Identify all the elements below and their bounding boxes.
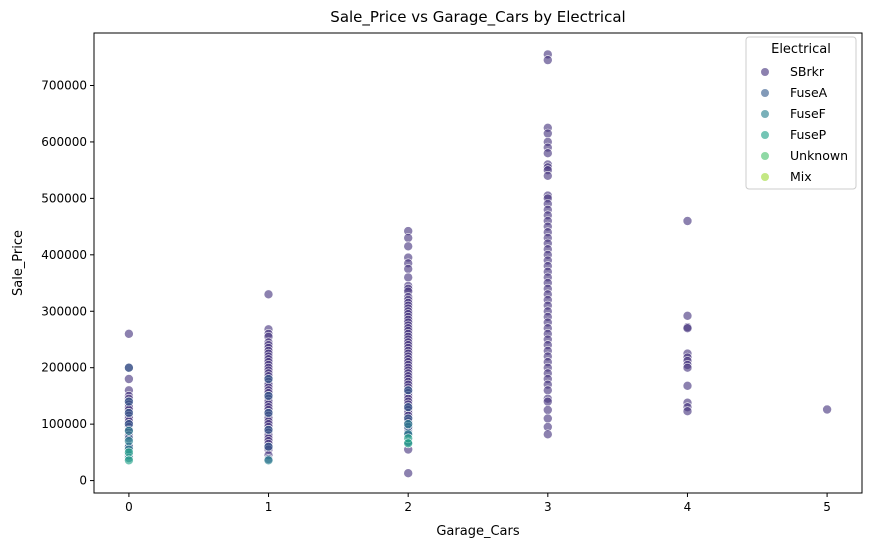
points-layer [124,49,832,479]
data-point [403,402,414,413]
data-point [682,406,693,417]
chart-title: Sale_Price vs Garage_Cars by Electrical [330,8,625,27]
y-tick-label: 0 [79,474,87,488]
y-tick-label: 300000 [41,304,87,318]
data-point [542,405,553,415]
data-point [124,374,134,384]
legend-marker [761,110,769,118]
data-point [682,323,693,334]
data-point [403,241,414,252]
data-point [542,55,553,65]
legend-marker [761,68,769,76]
data-point [403,419,414,429]
data-point [403,468,414,479]
data-point [682,310,693,321]
data-point [124,408,134,418]
x-tick-label: 1 [265,500,273,514]
x-axis: 0 1 2 3 4 5 [125,493,831,514]
legend-item-label: Mix [790,169,812,184]
data-point [124,328,134,339]
data-point [403,272,414,283]
y-tick-label: 600000 [41,135,87,149]
data-point [403,233,414,243]
data-point [542,171,553,181]
data-point [542,429,553,440]
data-point [263,408,274,418]
data-point [542,413,553,424]
y-axis: 0 100000 200000 300000 400000 500000 600000 700… [41,78,94,488]
data-point [263,424,274,435]
y-axis-label: Sale_Price [11,230,26,296]
legend-item-label: Unknown [790,148,848,163]
data-point [124,455,134,466]
data-point [682,380,693,391]
legend-marker [761,173,769,181]
legend-item-label: FuseF [790,106,826,121]
legend-item-label: FuseA [790,85,828,100]
data-point [263,289,274,300]
x-tick-label: 3 [544,500,552,514]
data-point [682,362,693,373]
data-point [403,438,414,449]
legend: Electrical SBrkr FuseA FuseF FuseP Unknown Mi… [745,36,857,190]
legend-title: Electrical [771,42,831,57]
data-point [542,128,553,139]
x-tick-label: 0 [125,500,133,514]
legend-marker [761,89,769,97]
data-point [403,385,414,396]
x-tick-label: 5 [823,500,831,514]
plot-frame [93,32,863,494]
y-tick-label: 200000 [41,361,87,375]
data-point [542,148,553,158]
x-axis-label: Garage_Cars [436,524,519,539]
x-tick-label: 2 [404,500,412,514]
legend-marker [761,152,769,160]
legend-box [745,36,857,190]
data-point [124,362,134,373]
data-point [124,426,134,436]
x-tick-label: 4 [684,500,692,514]
data-point [124,396,134,407]
legend-item-label: FuseP [790,127,827,142]
y-tick-label: 100000 [41,417,87,431]
data-point [682,216,693,226]
data-point [542,385,553,396]
data-point [822,404,832,415]
y-tick-label: 400000 [41,248,87,262]
data-point [403,264,414,274]
data-point [263,391,274,401]
data-point [124,436,134,446]
data-point [263,374,274,384]
data-point [542,396,553,407]
y-tick-label: 500000 [41,191,87,205]
data-point [263,441,274,452]
legend-marker [761,131,769,139]
legend-item-label: SBrkr [790,64,825,79]
data-point [263,455,274,466]
y-tick-label: 700000 [41,78,87,92]
